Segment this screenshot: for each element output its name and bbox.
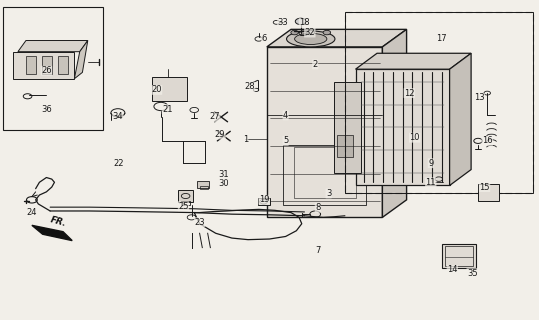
Circle shape: [295, 18, 306, 25]
Text: 1: 1: [243, 135, 248, 144]
Bar: [178, 190, 193, 202]
Text: 24: 24: [26, 208, 37, 217]
Text: 4: 4: [283, 111, 288, 120]
Polygon shape: [267, 29, 406, 47]
Ellipse shape: [287, 31, 335, 47]
Circle shape: [323, 30, 330, 35]
Bar: [42, 56, 52, 74]
Text: 25: 25: [178, 202, 189, 211]
Text: 3: 3: [326, 189, 331, 198]
Bar: [445, 246, 473, 267]
Circle shape: [307, 30, 314, 35]
Text: 34: 34: [113, 113, 123, 122]
Bar: [3, 7, 103, 130]
Bar: [356, 69, 450, 186]
Bar: [26, 56, 36, 74]
Bar: [283, 145, 367, 204]
Text: 29: 29: [215, 130, 225, 139]
Text: 7: 7: [315, 246, 321, 255]
Text: 22: 22: [114, 159, 124, 168]
Bar: [153, 77, 187, 101]
Bar: [345, 12, 533, 194]
Bar: [181, 201, 190, 205]
Text: 36: 36: [41, 105, 52, 114]
Text: 19: 19: [259, 195, 270, 204]
Text: 8: 8: [315, 203, 321, 212]
Bar: [345, 12, 533, 194]
Text: 35: 35: [467, 268, 478, 278]
Text: 27: 27: [209, 113, 220, 122]
Bar: [441, 244, 476, 268]
Text: 26: 26: [41, 66, 52, 75]
Bar: [334, 82, 361, 173]
Text: FR.: FR.: [49, 215, 67, 228]
Bar: [199, 186, 208, 189]
Polygon shape: [382, 29, 406, 217]
Text: 28: 28: [244, 82, 255, 91]
Text: 9: 9: [428, 159, 433, 168]
Text: 20: 20: [151, 85, 162, 94]
Circle shape: [291, 30, 299, 35]
Text: 2: 2: [313, 60, 318, 69]
Polygon shape: [32, 225, 72, 241]
Text: 5: 5: [283, 136, 288, 145]
Bar: [58, 56, 68, 74]
Text: 18: 18: [299, 19, 310, 28]
Text: 14: 14: [447, 265, 458, 275]
Text: 10: 10: [410, 133, 420, 142]
Text: 11: 11: [425, 178, 436, 187]
Bar: [258, 198, 270, 205]
Bar: [197, 181, 209, 188]
Ellipse shape: [295, 33, 327, 44]
Text: 16: 16: [482, 136, 493, 145]
Text: 12: 12: [404, 89, 414, 98]
Text: 23: 23: [194, 218, 205, 227]
Polygon shape: [18, 41, 88, 52]
Text: 15: 15: [479, 183, 490, 192]
Text: 31: 31: [218, 170, 229, 179]
Polygon shape: [450, 53, 471, 186]
Text: 6: 6: [261, 35, 267, 44]
Polygon shape: [74, 41, 88, 79]
Text: 13: 13: [474, 93, 485, 102]
Text: 21: 21: [162, 105, 172, 114]
Polygon shape: [356, 53, 471, 69]
Text: 17: 17: [436, 35, 447, 44]
Text: 32: 32: [305, 28, 315, 37]
Bar: [294, 147, 356, 198]
Text: 30: 30: [218, 180, 229, 188]
Bar: [267, 47, 382, 217]
Bar: [478, 184, 499, 201]
Text: 33: 33: [278, 19, 288, 28]
Bar: [337, 134, 353, 157]
Bar: [12, 52, 74, 79]
